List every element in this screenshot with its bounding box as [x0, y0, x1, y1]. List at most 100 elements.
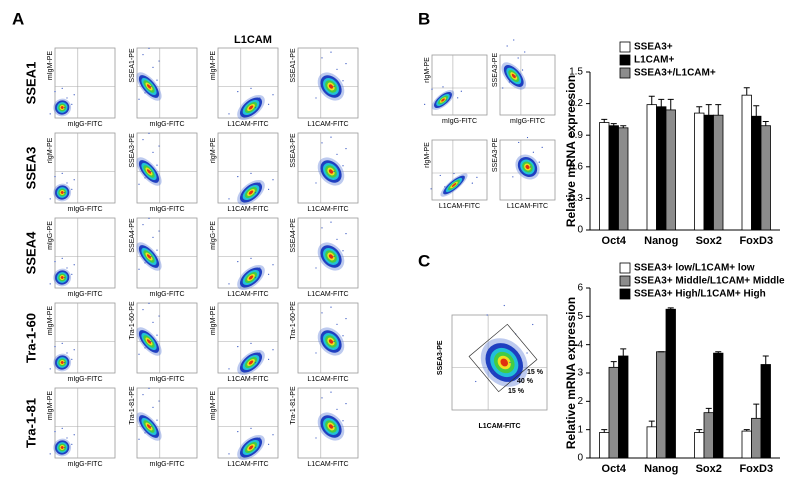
event-dot: [156, 419, 158, 421]
error-bar: [705, 407, 712, 413]
density: [248, 275, 254, 280]
gate: [468, 323, 538, 393]
event-dot: [272, 264, 274, 266]
bar: [760, 125, 771, 231]
legend-swatch: [619, 41, 631, 53]
event-dot: [156, 164, 158, 166]
density: [60, 361, 64, 364]
event-dot: [241, 110, 243, 112]
event-dot: [158, 400, 160, 402]
event-dot: [237, 260, 239, 263]
event-dot: [315, 267, 317, 269]
cell-population: [53, 268, 72, 287]
event-dot: [324, 91, 326, 93]
event-dot: [148, 302, 150, 304]
bar: [713, 352, 724, 459]
event-dot: [333, 255, 335, 258]
event-dot: [228, 453, 230, 455]
flow-x-label: L1CAM-FITC: [227, 291, 268, 298]
flow-y-label: rIgM-PE: [47, 137, 54, 163]
flow-y-label: SSEA3-PE: [290, 133, 297, 168]
event-dot: [333, 425, 335, 428]
error-bar: [696, 429, 703, 433]
flow-y-label: Tra-1-81-PE: [290, 386, 297, 425]
event-dot: [457, 184, 460, 186]
event-dot: [144, 92, 146, 94]
bar: [646, 426, 657, 459]
event-dot: [158, 145, 160, 147]
event-dot: [152, 66, 154, 69]
y-tick-label: 2: [577, 396, 583, 407]
event-dot: [144, 432, 146, 434]
event-dot: [532, 323, 534, 326]
event-dot: [144, 347, 146, 349]
event-dot: [56, 195, 59, 197]
event-dot: [330, 391, 332, 393]
event-dot: [259, 267, 261, 269]
error-bar: [648, 420, 655, 427]
event-dot: [345, 317, 347, 320]
event-dot: [268, 273, 270, 275]
event-dot: [345, 232, 347, 235]
density: [328, 254, 334, 259]
density: [60, 191, 64, 194]
bar: [741, 94, 752, 231]
event-dot: [321, 57, 323, 59]
event-dot: [442, 86, 444, 88]
event-dot: [138, 353, 140, 355]
event-dot: [250, 172, 252, 175]
y-axis-label: Relative mRNA expression: [564, 75, 578, 227]
flow-y-label: mIgM-PE: [210, 306, 217, 336]
event-dot: [330, 221, 332, 223]
density: [60, 276, 64, 279]
event-dot: [148, 387, 150, 389]
event-dot: [73, 349, 75, 351]
legend-swatch: [619, 67, 631, 79]
flow-y-label: SSEA3-PE: [129, 133, 136, 168]
event-dot: [315, 352, 317, 354]
y-tick-label: 0: [577, 225, 583, 236]
event-dot: [336, 408, 338, 410]
event-dot: [538, 161, 540, 163]
density: [146, 84, 152, 89]
bar: [656, 351, 667, 459]
event-dot: [272, 94, 274, 96]
event-dot: [324, 176, 326, 178]
bar: [599, 432, 610, 459]
flow-x-label: mIgG-FITC: [150, 376, 185, 383]
event-dot: [61, 257, 63, 260]
event-dot: [73, 434, 75, 436]
error-bar: [762, 355, 769, 365]
x-tick-label: Nanog: [644, 463, 678, 475]
event-dot: [148, 47, 150, 49]
y-tick-label: 3: [577, 368, 583, 379]
event-dot: [150, 255, 152, 258]
flow-y-label: Tra-1-60-PE: [290, 301, 297, 340]
event-dot: [56, 280, 59, 282]
error-bar: [667, 98, 674, 110]
event-dot: [492, 371, 494, 373]
error-bar: [715, 104, 722, 116]
bar: [694, 112, 705, 231]
event-dot: [333, 85, 335, 88]
flow-y-label: rIgM-PE: [424, 142, 431, 168]
event-dot: [524, 51, 526, 53]
event-dot: [237, 90, 239, 93]
flow-x-label: mIgG-FITC: [442, 118, 477, 125]
event-dot: [345, 402, 347, 405]
event-dot: [336, 68, 338, 70]
event-dot: [237, 345, 239, 348]
event-dot: [508, 81, 510, 83]
error-bar: [601, 429, 608, 433]
event-dot: [241, 365, 243, 367]
flow-x-label: L1CAM-FITC: [307, 461, 348, 468]
event-dot: [64, 276, 66, 279]
event-dot: [324, 431, 326, 433]
event-dot: [259, 182, 261, 184]
legend-label: SSEA3+ low/L1CAM+ low: [634, 263, 755, 274]
event-dot: [268, 103, 270, 105]
cell-population: [317, 72, 345, 101]
density: [328, 169, 334, 174]
flow-x-label: L1CAM-FITC: [307, 376, 348, 383]
event-dot: [460, 90, 462, 92]
